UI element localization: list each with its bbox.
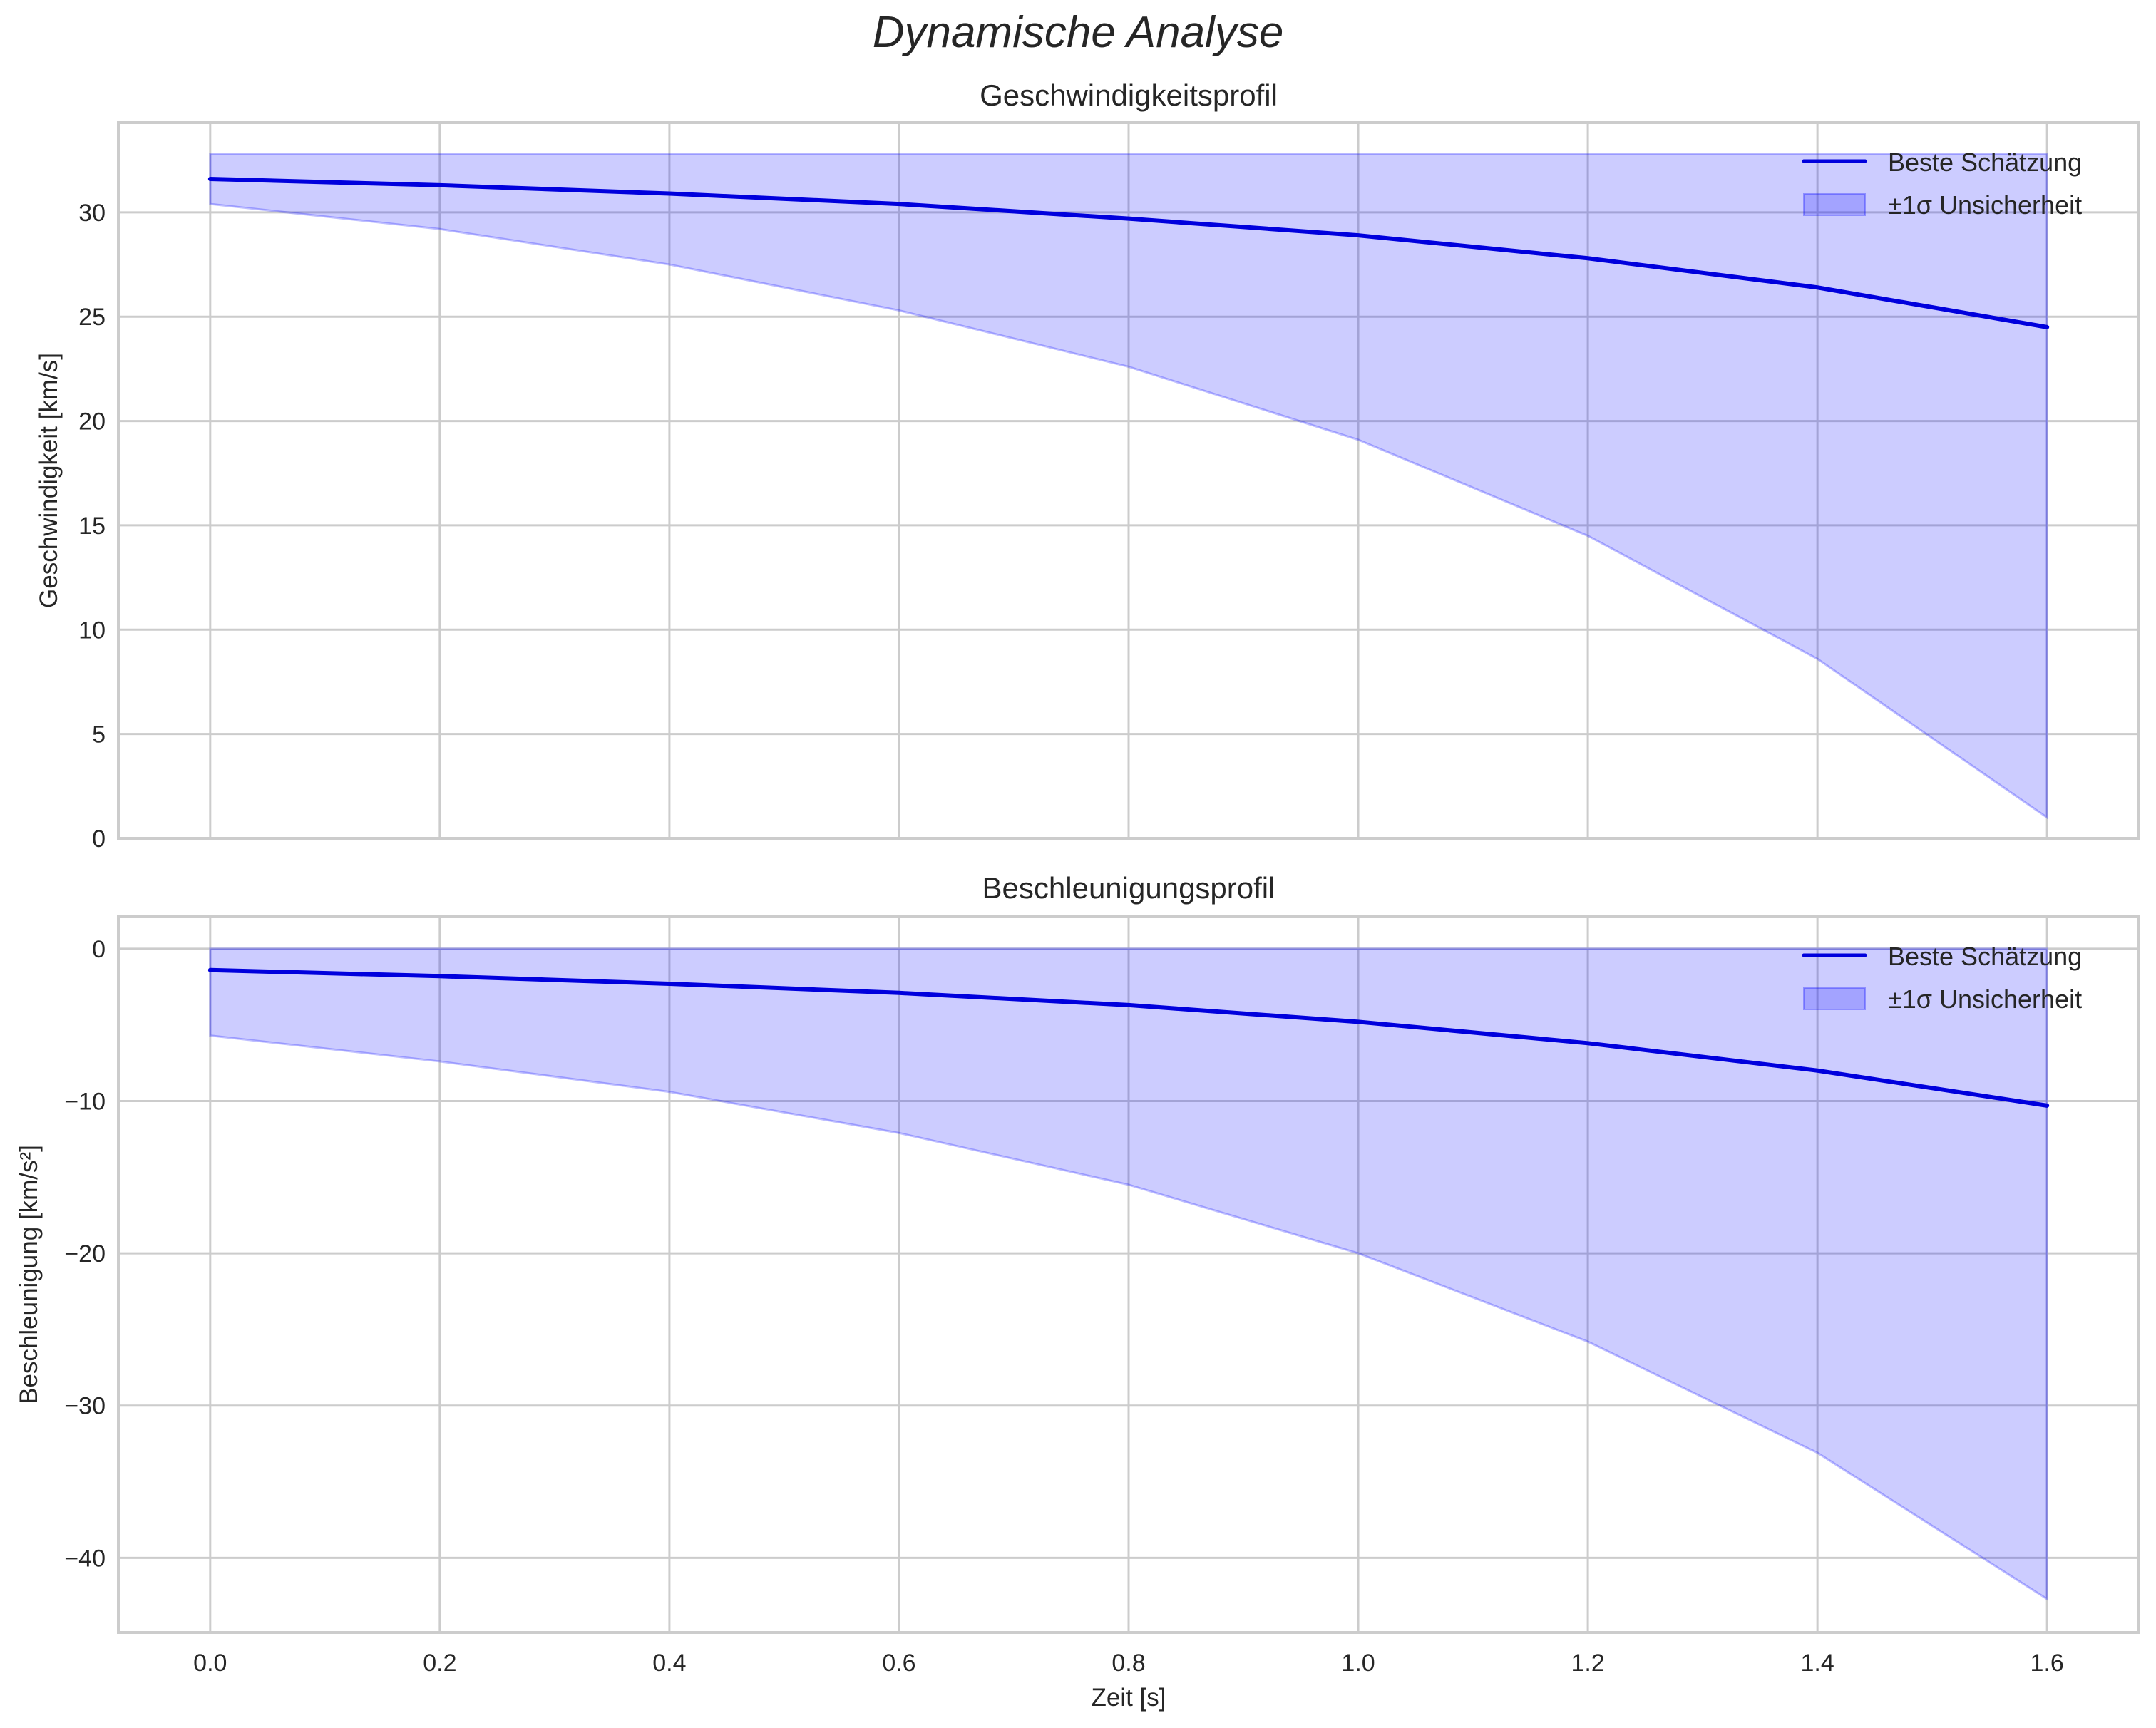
y-tick-label: −20 [64, 1240, 106, 1267]
acceleration-y-axis-label: Beschleunigung [km/s²] [15, 1145, 43, 1404]
acceleration-grid [118, 917, 2139, 1632]
velocity-uncertainty-band [209, 153, 2048, 820]
x-tick-label: 1.0 [1341, 1650, 1375, 1677]
figure-suptitle: Dynamische Analyse [872, 8, 1284, 57]
acceleration-uncertainty-band [209, 947, 2048, 1601]
velocity-legend: Beste Schätzung ±1σ Unsicherheit [1802, 148, 2082, 220]
legend-band-swatch [1803, 987, 1866, 1010]
x-tick-label: 1.2 [1571, 1650, 1604, 1677]
y-tick-label: −30 [64, 1393, 106, 1420]
velocity-subplot-title: Geschwindigkeitsprofil [980, 78, 1278, 112]
velocity-best-estimate-line [207, 177, 2050, 329]
x-tick-label: 0.4 [652, 1650, 686, 1677]
time-x-ticks: 0.0 0.2 0.4 0.6 0.8 1.0 1.2 1.4 1.6 [193, 1650, 2064, 1677]
uncertainty-band-area [209, 153, 2048, 820]
y-tick-label: 30 [78, 200, 106, 227]
x-tick-label: 1.4 [1801, 1650, 1834, 1677]
time-x-axis-label: Zeit [s] [1091, 1684, 1166, 1712]
acceleration-subplot: Beschleunigungsprofil 0−10−20−30−40 0.0 0… [15, 871, 2140, 1712]
y-tick-label: −40 [64, 1545, 106, 1572]
best-estimate-polyline [207, 967, 2050, 1108]
velocity-y-axis-label: Geschwindigkeit [km/s] [35, 353, 63, 608]
velocity-y-ticks: 0 5 10 15 20 25 30 [78, 200, 106, 853]
x-tick-label: 1.6 [2031, 1650, 2064, 1677]
legend-uncertainty-label: ±1σ Unsicherheit [1888, 190, 2082, 220]
x-tick-label: 0.6 [882, 1650, 915, 1677]
x-tick-label: 0.0 [193, 1650, 227, 1677]
x-tick-label: 0.8 [1112, 1650, 1145, 1677]
acceleration-best-estimate-line [207, 967, 2050, 1108]
legend-best-estimate-label: Beste Schätzung [1888, 148, 2082, 177]
legend-band-swatch [1803, 193, 1866, 216]
y-tick-label: −10 [64, 1088, 106, 1115]
legend-uncertainty-label: ±1σ Unsicherheit [1888, 984, 2082, 1014]
acceleration-subplot-title: Beschleunigungsprofil [982, 871, 1275, 905]
acceleration-axes-frame [117, 915, 2140, 1634]
acceleration-y-ticks: 0 −10 −20 −30 −40 [64, 936, 106, 1572]
best-estimate-polyline [207, 177, 2050, 329]
velocity-axes-frame [117, 121, 2140, 840]
y-tick-label: 10 [78, 617, 106, 644]
y-tick-label: 20 [78, 408, 106, 436]
y-tick-label: 0 [92, 826, 106, 853]
acceleration-legend: Beste Schätzung ±1σ Unsicherheit [1802, 942, 2082, 1014]
y-tick-label: 15 [78, 513, 106, 540]
x-tick-label: 0.2 [423, 1650, 456, 1677]
legend-best-estimate-label: Beste Schätzung [1888, 942, 2082, 971]
y-tick-label: 25 [78, 304, 106, 331]
y-tick-label: 5 [92, 721, 106, 749]
velocity-subplot: Geschwindigkeitsprofil 0 5 10 15 20 25 30 Gesc… [35, 78, 2140, 853]
uncertainty-band-area [209, 947, 2048, 1601]
y-tick-label: 0 [92, 936, 106, 963]
